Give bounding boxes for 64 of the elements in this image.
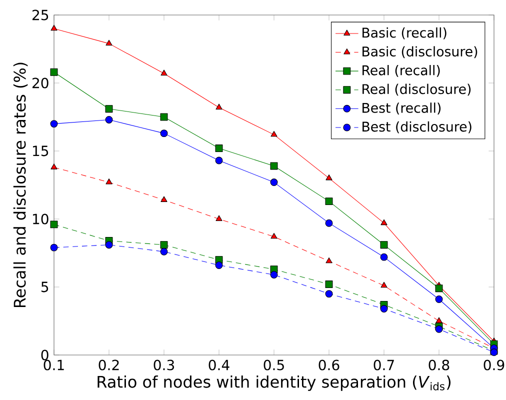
point bbox=[270, 162, 278, 170]
point bbox=[160, 241, 168, 249]
legend-label: Basic (recall) bbox=[362, 27, 446, 40]
x-axis-title: Ratio of nodes with identity separation (V$_{ids}$) bbox=[98, 375, 451, 391]
point bbox=[106, 178, 112, 184]
point bbox=[325, 219, 333, 227]
point bbox=[380, 219, 388, 226]
x-tick-label: 0.3 bbox=[154, 360, 174, 370]
point bbox=[380, 241, 388, 249]
point bbox=[270, 178, 278, 186]
point bbox=[105, 105, 113, 113]
point bbox=[106, 40, 112, 46]
point bbox=[435, 296, 443, 303]
y-tick-label: 5 bbox=[41, 282, 48, 292]
point bbox=[380, 253, 388, 261]
legend-label: Best (recall) bbox=[362, 102, 441, 114]
point bbox=[50, 164, 58, 170]
x-tick-label: 0.8 bbox=[428, 360, 450, 370]
point bbox=[326, 174, 332, 180]
y-tick-label: 0 bbox=[41, 350, 48, 360]
point bbox=[215, 262, 223, 269]
x-tick-label: 0.1 bbox=[44, 360, 64, 370]
legend-label: Best (disclosure) bbox=[362, 121, 472, 134]
point bbox=[216, 215, 222, 222]
point bbox=[160, 130, 168, 138]
point bbox=[105, 116, 113, 124]
point bbox=[325, 198, 333, 206]
point bbox=[435, 284, 443, 292]
point bbox=[160, 248, 168, 256]
point bbox=[380, 282, 388, 288]
x-tick-label: 0.2 bbox=[98, 360, 119, 370]
point bbox=[325, 280, 333, 288]
x-tick-label: 0.6 bbox=[318, 360, 340, 370]
point bbox=[160, 196, 168, 202]
x-tick-label: 0.7 bbox=[374, 360, 394, 370]
point bbox=[105, 241, 113, 249]
y-tick-label: 25 bbox=[32, 10, 48, 20]
point bbox=[50, 244, 58, 252]
legend-label: Real (disclosure) bbox=[362, 84, 471, 96]
y-tick-label: 15 bbox=[33, 146, 48, 156]
point bbox=[216, 104, 222, 110]
point bbox=[50, 68, 58, 76]
x-tick-label: 0.9 bbox=[484, 360, 504, 370]
point bbox=[50, 220, 58, 228]
y-axis-title: Recall and disclosure rates (%) bbox=[13, 62, 28, 308]
point bbox=[326, 257, 332, 264]
point bbox=[160, 70, 168, 76]
point bbox=[160, 113, 168, 121]
legend-label: Real (recall) bbox=[362, 64, 440, 77]
y-tick-label: 20 bbox=[32, 78, 48, 88]
x-tick-label: 0.4 bbox=[208, 360, 230, 370]
point bbox=[435, 325, 443, 333]
point bbox=[270, 271, 278, 278]
point bbox=[270, 232, 278, 239]
legend-label: Basic (disclosure) bbox=[362, 46, 478, 58]
point bbox=[215, 156, 223, 164]
point bbox=[380, 305, 388, 312]
point bbox=[50, 120, 58, 128]
point bbox=[215, 144, 223, 152]
point bbox=[325, 290, 333, 298]
point bbox=[270, 130, 278, 137]
point bbox=[50, 24, 58, 31]
y-tick-label: 10 bbox=[33, 214, 48, 224]
x-tick-label: 0.5 bbox=[264, 360, 284, 370]
